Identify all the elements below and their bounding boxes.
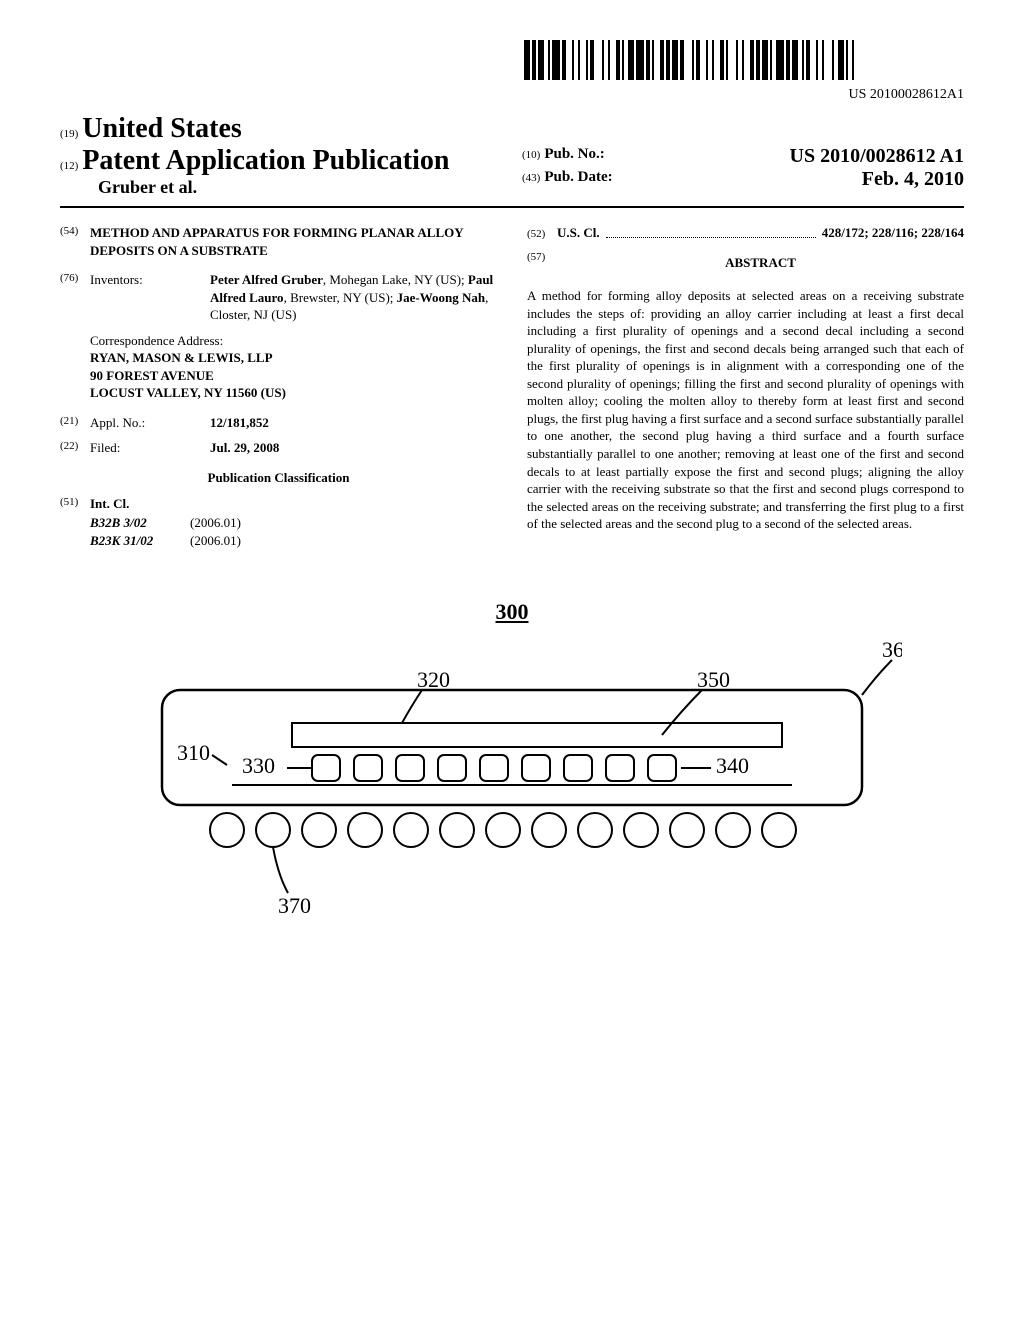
abstract-text: A method for forming alloy deposits at s… [527,287,964,533]
patent-title: METHOD AND APPARATUS FOR FORMING PLANAR … [90,224,497,259]
title-row: (54) METHOD AND APPARATUS FOR FORMING PL… [60,224,497,259]
intcl-row: (51) Int. Cl. [60,495,497,513]
svg-text:350: 350 [697,667,730,692]
inventors-row: (76) Inventors: Peter Alfred Gruber, Moh… [60,271,497,324]
pub-no: US 2010/0028612 A1 [790,145,964,168]
svg-text:360: 360 [882,637,902,662]
code-57: (57) [527,250,557,280]
correspondence-block: Correspondence Address: RYAN, MASON & LE… [90,332,497,402]
inventors-value: Peter Alfred Gruber, Mohegan Lake, NY (U… [210,271,497,324]
code-19: (19) [60,128,78,140]
code-12: (12) [60,160,78,172]
intcl-2-year: (2006.01) [190,532,241,550]
correspondence-line2: 90 FOREST AVENUE [90,367,497,385]
right-column: (52) U.S. Cl. 428/172; 228/116; 228/164 … [527,224,964,549]
pub-date-row: (43) Pub. Date: Feb. 4, 2010 [522,168,964,186]
svg-text:310: 310 [177,740,210,765]
abstract-heading-row: (57) ABSTRACT [527,250,964,280]
pub-no-row: (10) Pub. No.: US 2010/0028612 A1 [522,145,964,163]
figure-section: 300 360 320 350 310 330 340 370 [60,599,964,925]
header-right: (10) Pub. No.: US 2010/0028612 A1 (43) P… [502,113,964,191]
inventors-label: Inventors: [90,271,210,324]
filed-value: Jul. 29, 2008 [210,439,497,457]
header-row: (19) United States (12) Patent Applicati… [60,113,964,198]
uscl-dots [606,227,816,238]
pub-no-label: Pub. No.: [544,146,604,162]
figure-number: 300 [60,599,964,625]
svg-text:330: 330 [242,753,275,778]
uscl-label: U.S. Cl. [557,224,600,242]
country-line: (19) United States [60,113,502,145]
header-divider [60,206,964,208]
code-10: (10) [522,149,540,161]
pub-class-heading: Publication Classification [60,469,497,487]
header-left: (19) United States (12) Patent Applicati… [60,113,502,198]
appl-no-label: Appl. No.: [90,414,210,432]
intcl-list: B32B 3/02 (2006.01) B23K 31/02 (2006.01) [90,514,497,549]
intcl-label: Int. Cl. [90,495,129,513]
code-52: (52) [527,227,557,242]
pub-date-label: Pub. Date: [544,169,612,185]
correspondence-line3: LOCUST VALLEY, NY 11560 (US) [90,384,497,402]
svg-text:370: 370 [278,893,311,918]
intcl-1: B32B 3/02 (2006.01) [90,514,497,532]
left-column: (54) METHOD AND APPARATUS FOR FORMING PL… [60,224,497,549]
barcode-section: US 20100028612A1 [60,40,964,103]
uscl-row: (52) U.S. Cl. 428/172; 228/116; 228/164 [527,224,964,242]
svg-text:340: 340 [716,753,749,778]
intcl-2-code: B23K 31/02 [90,532,190,550]
barcode-number: US 20100028612A1 [524,87,964,103]
barcode-svg [524,40,964,80]
code-51: (51) [60,495,90,513]
svg-text:320: 320 [417,667,450,692]
country: United States [82,113,241,144]
doc-type: Patent Application Publication [82,145,449,176]
appl-no-value: 12/181,852 [210,414,497,432]
barcode: US 20100028612A1 [524,40,964,103]
intcl-1-year: (2006.01) [190,514,241,532]
code-21: (21) [60,414,90,432]
code-76: (76) [60,271,90,324]
correspondence-label: Correspondence Address: [90,332,497,350]
appl-no-row: (21) Appl. No.: 12/181,852 [60,414,497,432]
intcl-2: B23K 31/02 (2006.01) [90,532,497,550]
correspondence-line1: RYAN, MASON & LEWIS, LLP [90,349,497,367]
code-54: (54) [60,224,90,259]
filed-row: (22) Filed: Jul. 29, 2008 [60,439,497,457]
pub-date: Feb. 4, 2010 [862,168,964,191]
content-columns: (54) METHOD AND APPARATUS FOR FORMING PL… [60,224,964,549]
intcl-1-code: B32B 3/02 [90,514,190,532]
uscl-value: 428/172; 228/116; 228/164 [822,224,964,242]
filed-label: Filed: [90,439,210,457]
code-43: (43) [522,172,540,184]
author-line: Gruber et al. [98,177,502,198]
figure-svg: 360 320 350 310 330 340 370 [122,635,902,925]
abstract-heading: ABSTRACT [557,254,964,272]
doc-type-line: (12) Patent Application Publication [60,145,502,177]
code-22: (22) [60,439,90,457]
